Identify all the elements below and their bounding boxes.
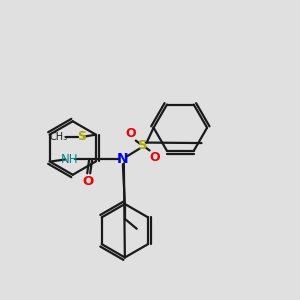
Text: O: O [149, 151, 160, 164]
Text: CH₃: CH₃ [49, 132, 67, 142]
Text: S: S [138, 139, 148, 152]
Text: NH: NH [61, 153, 78, 166]
Text: O: O [125, 127, 136, 140]
Text: S: S [77, 130, 86, 143]
Text: O: O [82, 175, 94, 188]
Text: N: N [117, 152, 129, 167]
